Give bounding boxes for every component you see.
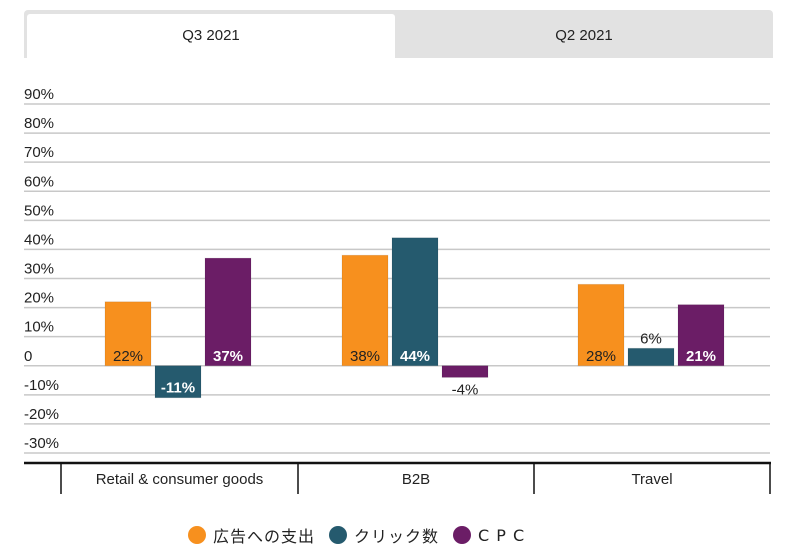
y-tick-label: 50% [24,202,54,219]
legend-swatch-ad-spend [188,526,206,544]
x-tick-label: Travel [631,471,672,488]
chart-legend: 広告への支出 クリック数 C P C [188,522,539,548]
data-label: 28% [586,348,616,365]
bar [154,365,202,399]
x-tick-label: B2B [402,471,430,488]
y-tick-label: 70% [24,144,54,161]
data-label: 6% [640,330,662,347]
legend-item-ad-spend[interactable]: 広告への支出 [188,523,315,547]
y-tick-label: 80% [24,115,54,132]
y-tick-label: 40% [24,231,54,248]
legend-label-clicks: クリック数 [354,527,440,546]
data-label: 21% [686,348,716,365]
y-tick-label: 0 [24,348,32,365]
y-tick-label: 10% [24,319,54,336]
bar [104,301,152,367]
y-tick-label: 90% [24,86,54,103]
tab-q2-2021[interactable]: Q2 2021 [555,27,613,44]
legend-item-clicks[interactable]: クリック数 [329,523,439,547]
legend-swatch-cpc [453,526,472,544]
legend-item-cpc[interactable]: C P C [453,526,525,545]
data-label: 38% [350,348,380,365]
bar [627,347,675,367]
legend-swatch-clicks [329,526,348,544]
bar [204,257,252,367]
legend-label-ad-spend: 広告への支出 [213,527,316,546]
data-label: 22% [113,348,143,365]
y-tick-label: -30% [24,435,59,452]
y-tick-label: -20% [24,406,59,423]
data-label: -11% [161,380,195,397]
period-tabs: Q3 2021 Q2 2021 [24,10,773,58]
tab-q3-2021[interactable]: Q3 2021 [27,14,395,58]
y-tick-label: 20% [24,290,54,307]
y-tick-label: 60% [24,173,54,190]
bar [577,283,625,367]
bar [441,365,489,378]
bar [341,254,389,367]
data-label: 37% [213,348,243,365]
x-tick-label: Retail & consumer goods [96,471,264,488]
bar-chart: 90% 80% 70% 60% 50% 40% 30% 20% 10% 0 -10% -20% -30%… [24,86,771,494]
bar [677,304,725,367]
legend-label-cpc: C P C [478,525,526,545]
data-label: -4% [452,381,479,398]
bar [391,237,439,367]
y-tick-label: -10% [24,377,59,394]
y-tick-label: 30% [24,261,54,278]
data-label: 44% [400,348,430,365]
